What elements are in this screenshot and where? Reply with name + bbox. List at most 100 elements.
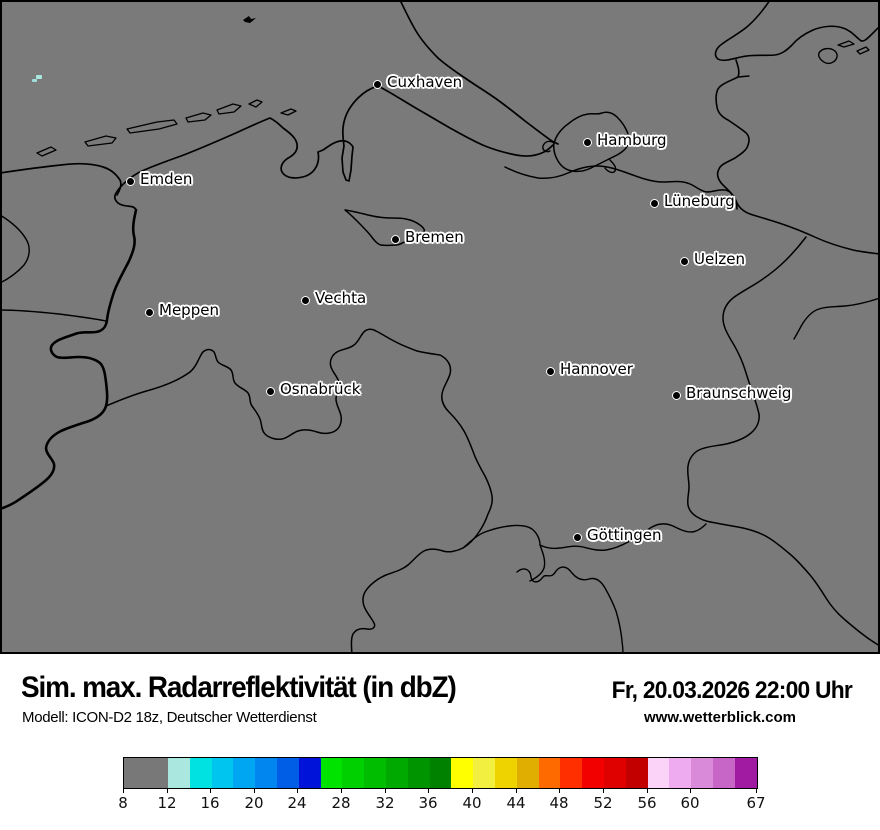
hamburg-boundary-tail bbox=[604, 158, 617, 174]
city-label: Osnabrück bbox=[280, 380, 361, 398]
border-saxony-anhalt bbox=[686, 236, 880, 647]
tick-label: 16 bbox=[200, 794, 220, 812]
tick-mark bbox=[341, 789, 343, 793]
tick-mark bbox=[603, 789, 605, 793]
border-mecklenburg-tail bbox=[737, 75, 750, 78]
border-nl-inner bbox=[0, 309, 107, 322]
map-borders-svg bbox=[0, 0, 880, 654]
city-dot-icon bbox=[672, 391, 681, 400]
colorbar-segment bbox=[494, 758, 517, 788]
baltic-island-1 bbox=[837, 40, 855, 48]
tick-mark bbox=[472, 789, 474, 793]
tick-label: 48 bbox=[549, 794, 569, 812]
city-label: Braunschweig bbox=[686, 384, 792, 402]
island-wangerooge bbox=[280, 108, 297, 116]
city-label: Hamburg bbox=[597, 131, 667, 149]
colorbar-segment bbox=[734, 758, 757, 788]
island-baltrum bbox=[185, 112, 212, 123]
colorbar-segment bbox=[124, 758, 168, 788]
colorbar-segment bbox=[211, 758, 234, 788]
elbe-north-bank bbox=[399, 0, 559, 145]
tick-mark bbox=[647, 789, 649, 793]
border-mecklenburg bbox=[715, 59, 750, 210]
tick-label: 8 bbox=[118, 794, 128, 812]
colorbar-segment bbox=[298, 758, 321, 788]
colorbar-ticks: 8 12 16 20 24 28 32 36 40 44 48 52 56 60 67 bbox=[118, 789, 766, 829]
city-label: Meppen bbox=[159, 301, 219, 319]
city-dot-icon bbox=[373, 80, 382, 89]
elbe-south-bank bbox=[377, 85, 554, 157]
colorbar-segment bbox=[669, 758, 692, 788]
island-spiekeroog bbox=[248, 99, 263, 108]
coastline-baltic bbox=[714, 0, 880, 62]
island-juist bbox=[84, 135, 117, 147]
tick-label: 44 bbox=[506, 794, 526, 812]
colorbar-segment bbox=[385, 758, 408, 788]
page-title: Sim. max. Radarreflektivität (in dbZ) bbox=[21, 671, 457, 704]
city-dot-icon bbox=[546, 367, 555, 376]
tick-mark bbox=[756, 789, 758, 793]
city-label: Bremen bbox=[405, 228, 464, 246]
tick-mark bbox=[690, 789, 692, 793]
border-hesse-pockets bbox=[516, 544, 624, 654]
city-dot-icon bbox=[680, 257, 689, 266]
city-dot-icon bbox=[650, 199, 659, 208]
city-dot-icon bbox=[573, 533, 582, 542]
colorbar-segment bbox=[429, 758, 452, 788]
coastline-nl bbox=[0, 162, 122, 196]
colorbar-segment bbox=[451, 758, 474, 788]
colorbar-segment bbox=[233, 758, 256, 788]
colorbar-segment bbox=[473, 758, 495, 788]
border-goettingen-east bbox=[462, 523, 707, 551]
tick-label: 28 bbox=[331, 794, 351, 812]
colorbar-segment bbox=[364, 758, 386, 788]
city-label: Vechta bbox=[315, 289, 367, 307]
city-dot-icon bbox=[145, 308, 154, 317]
tick-label: 56 bbox=[637, 794, 657, 812]
tick-mark bbox=[254, 789, 256, 793]
colorbar-segment bbox=[255, 758, 277, 788]
island-helgoland bbox=[243, 16, 256, 23]
colorbar-segment bbox=[320, 758, 343, 788]
city-label: Cuxhaven bbox=[387, 73, 463, 91]
baltic-island-2 bbox=[856, 46, 870, 55]
colorbar-segment bbox=[516, 758, 539, 788]
radar-echo bbox=[32, 79, 37, 82]
valid-datetime: Fr, 20.03.2026 22:00 Uhr bbox=[611, 677, 853, 704]
city-label: Göttingen bbox=[587, 526, 662, 544]
website-url: www.wetterblick.com bbox=[644, 709, 796, 726]
city-label-layer: Cuxhaven Hamburg Emden Lüneburg Bremen Uelzen… bbox=[126, 73, 792, 544]
tick-mark bbox=[516, 789, 518, 793]
border-elbe-southeast bbox=[504, 165, 880, 255]
city-label: Emden bbox=[140, 170, 193, 188]
colorbar-segment bbox=[712, 758, 735, 788]
city-dot-icon bbox=[391, 235, 400, 244]
tick-mark bbox=[167, 789, 169, 793]
tick-label: 60 bbox=[680, 794, 700, 812]
hamburg-boundary bbox=[553, 111, 630, 173]
radar-echo-layer bbox=[32, 75, 42, 82]
tick-label: 36 bbox=[418, 794, 438, 812]
caption-area: Sim. max. Radarreflektivität (in dbZ) Fr… bbox=[0, 654, 880, 754]
tick-mark bbox=[559, 789, 561, 793]
tick-label: 52 bbox=[593, 794, 613, 812]
island-borkum bbox=[36, 146, 57, 157]
city-dot-icon bbox=[126, 177, 135, 186]
city-label: Hannover bbox=[560, 360, 633, 378]
colorbar-segment bbox=[189, 758, 212, 788]
city-dot-icon bbox=[266, 387, 275, 396]
border-altmark-stub bbox=[793, 297, 880, 340]
tick-mark bbox=[123, 789, 125, 793]
tick-mark bbox=[385, 789, 387, 793]
border-netherlands bbox=[0, 208, 138, 511]
tick-mark bbox=[428, 789, 430, 793]
island-langeoog bbox=[216, 103, 242, 115]
tick-mark bbox=[297, 789, 299, 793]
island-norderney bbox=[126, 119, 178, 134]
tick-label: 24 bbox=[287, 794, 307, 812]
colorbar-segment bbox=[276, 758, 299, 788]
border-nrw-weser bbox=[105, 328, 493, 654]
tick-label: 40 bbox=[462, 794, 482, 812]
tick-mark bbox=[210, 789, 212, 793]
